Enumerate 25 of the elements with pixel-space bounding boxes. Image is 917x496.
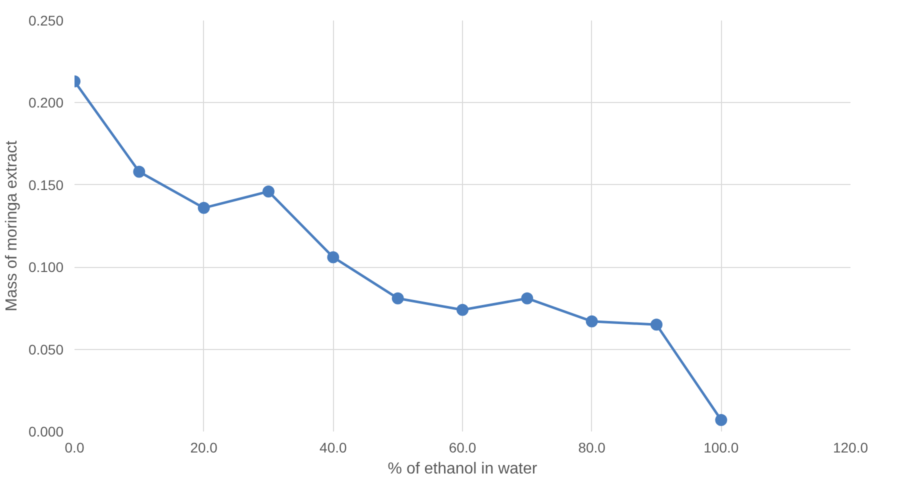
y-tick-label: 0.150 bbox=[28, 176, 64, 193]
point bbox=[327, 251, 340, 264]
x-tick-label: 120.0 bbox=[832, 440, 868, 456]
point bbox=[586, 315, 598, 328]
x-axis-title: % of ethanol in water bbox=[388, 460, 538, 478]
point bbox=[262, 185, 274, 198]
y-tick-label: 0.050 bbox=[28, 341, 64, 358]
point bbox=[392, 292, 404, 304]
point bbox=[198, 202, 210, 214]
point bbox=[521, 292, 534, 304]
y-tick-label: 0.000 bbox=[28, 424, 64, 440]
y-tick-label: 0.100 bbox=[28, 259, 64, 276]
x-tick-label: 60.0 bbox=[448, 440, 476, 456]
x-tick-label: 0.0 bbox=[64, 440, 84, 456]
point bbox=[650, 318, 662, 331]
x-tick-label: 100.0 bbox=[704, 440, 739, 456]
x-tick-label: 20.0 bbox=[190, 440, 218, 456]
point bbox=[456, 304, 468, 316]
y-tick-label: 0.200 bbox=[28, 94, 64, 111]
y-tick-label: 0.250 bbox=[28, 12, 64, 28]
x-tick-label: 40.0 bbox=[320, 440, 348, 456]
x-tick-label: 80.0 bbox=[578, 440, 606, 456]
y-axis-title: Mass of moringa extract bbox=[3, 140, 20, 312]
point bbox=[715, 414, 728, 426]
point bbox=[133, 166, 146, 178]
